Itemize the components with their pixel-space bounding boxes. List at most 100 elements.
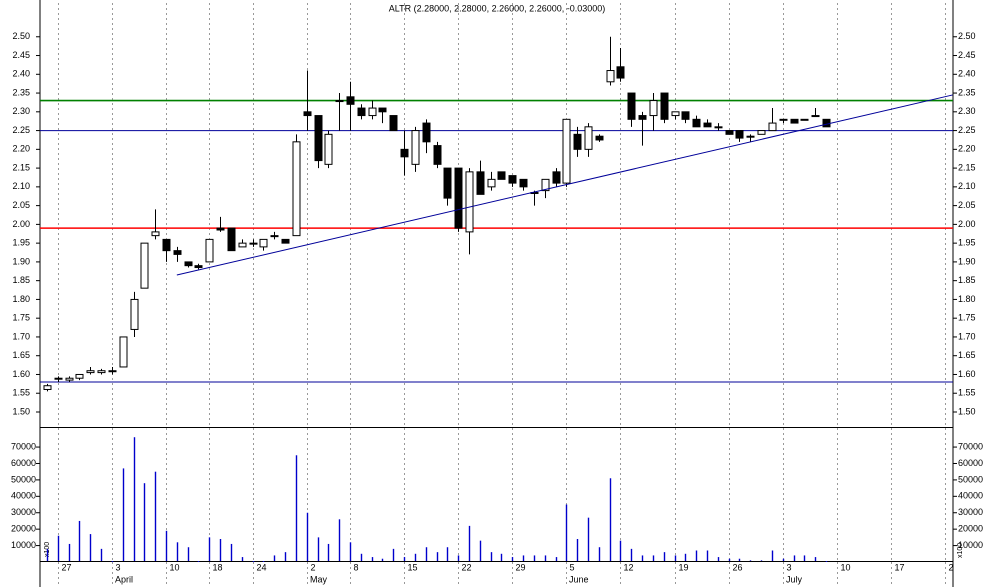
x-tick-label: 26 — [733, 562, 743, 572]
y-tick-label: 2.30 — [12, 106, 30, 116]
candle-body — [573, 133, 582, 150]
candle-body — [519, 178, 528, 188]
candle-body — [811, 115, 820, 118]
candle-body — [487, 178, 496, 188]
volume-tick-label: 30000 — [958, 507, 983, 517]
y-tick-label: 1.65 — [12, 350, 30, 360]
y-tick-label: 2.05 — [12, 200, 30, 210]
volume-tick-label: 70000 — [11, 441, 36, 451]
x-tick-label: 3 — [787, 562, 792, 572]
x-tick-label: 18 — [213, 562, 223, 572]
month-label: June — [569, 574, 589, 584]
candle-body — [130, 298, 139, 330]
candle-body — [335, 100, 344, 103]
y-tick-label: 1.80 — [12, 294, 30, 304]
y-tick-label: 2.10 — [958, 181, 976, 191]
volume-tick-label: 20000 — [11, 524, 36, 534]
candle-body — [249, 242, 258, 245]
x-tick-label: 29 — [516, 562, 526, 572]
candle-body — [378, 107, 387, 113]
candle-body — [454, 167, 463, 229]
y-tick-label: 1.75 — [12, 313, 30, 323]
y-tick-label: 2.35 — [958, 87, 976, 97]
y-tick-label: 1.80 — [958, 294, 976, 304]
x-tick-label: 24 — [257, 562, 267, 572]
candle-body — [238, 242, 247, 248]
x-tick-label: 2 — [311, 562, 316, 572]
volume-unit-label: x100 — [957, 543, 964, 558]
candle-body — [692, 118, 701, 128]
y-tick-label: 2.45 — [958, 50, 976, 60]
candle-body — [162, 238, 171, 252]
x-tick-label: 22 — [462, 562, 472, 572]
candle-body — [140, 242, 149, 289]
candle-body — [270, 235, 279, 238]
candle-body — [205, 238, 214, 263]
candle-body — [681, 111, 690, 120]
y-tick-label: 2.20 — [958, 144, 976, 154]
volume-tick-label: 10000 — [11, 540, 36, 550]
month-label: May — [310, 574, 328, 584]
candle-body — [649, 100, 658, 117]
candle-body — [281, 238, 290, 244]
candle-body — [292, 141, 301, 237]
candle-body — [346, 96, 355, 105]
candle-body — [746, 135, 755, 138]
candle-body — [173, 250, 182, 255]
candle-body — [757, 130, 766, 135]
y-tick-label: 1.50 — [12, 406, 30, 416]
y-tick-label: 1.75 — [958, 313, 976, 323]
y-tick-label: 1.90 — [12, 256, 30, 266]
x-tick-label: 27 — [62, 562, 72, 572]
candle-body — [735, 130, 744, 139]
y-tick-label: 1.65 — [958, 350, 976, 360]
candle-body — [627, 92, 636, 120]
x-tick-label: 15 — [408, 562, 418, 572]
volume-tick-label: 30000 — [11, 507, 36, 517]
y-tick-label: 2.50 — [12, 31, 30, 41]
x-tick-label: 8 — [354, 562, 359, 572]
y-tick-label: 1.95 — [958, 238, 976, 248]
candle-body — [216, 227, 225, 231]
candle-body — [400, 148, 409, 158]
y-tick-label: 2.45 — [12, 50, 30, 60]
candle-body — [465, 171, 474, 233]
y-tick-label: 1.60 — [958, 369, 976, 379]
volume-tick-label: 40000 — [958, 491, 983, 501]
frame — [39, 0, 954, 587]
candle-body — [368, 107, 377, 117]
candle-body — [119, 336, 128, 368]
candle-body — [357, 107, 366, 117]
candle-body — [671, 111, 680, 117]
candle-body — [616, 66, 625, 79]
candle-body — [508, 175, 517, 184]
x-tick-label: 19 — [679, 562, 689, 572]
candle-body — [75, 373, 84, 379]
trendline — [176, 94, 953, 276]
candle-body — [259, 238, 268, 248]
y-tick-label: 2.00 — [958, 219, 976, 229]
y-tick-label: 1.50 — [958, 406, 976, 416]
y-tick-label: 2.10 — [12, 181, 30, 191]
candle-body — [660, 92, 669, 120]
y-tick-label: 1.70 — [12, 331, 30, 341]
y-tick-label: 1.90 — [958, 256, 976, 266]
y-tick-label: 1.85 — [958, 275, 976, 285]
y-tick-label: 2.05 — [958, 200, 976, 210]
candle-body — [562, 118, 571, 184]
x-tick-label: 5 — [570, 562, 575, 572]
y-tick-label: 2.40 — [958, 69, 976, 79]
volume-tick-label: 50000 — [11, 474, 36, 484]
y-tick-label: 2.15 — [12, 162, 30, 172]
candle-body — [86, 370, 95, 374]
y-tick-label: 2.00 — [12, 219, 30, 229]
candle-body — [768, 122, 777, 132]
x-tick-label: 10 — [170, 562, 180, 572]
y-tick-label: 2.30 — [958, 106, 976, 116]
x-tick-label: 3 — [116, 562, 121, 572]
candle-body — [227, 227, 236, 252]
candle-body — [606, 70, 615, 83]
candle-body — [725, 130, 734, 135]
